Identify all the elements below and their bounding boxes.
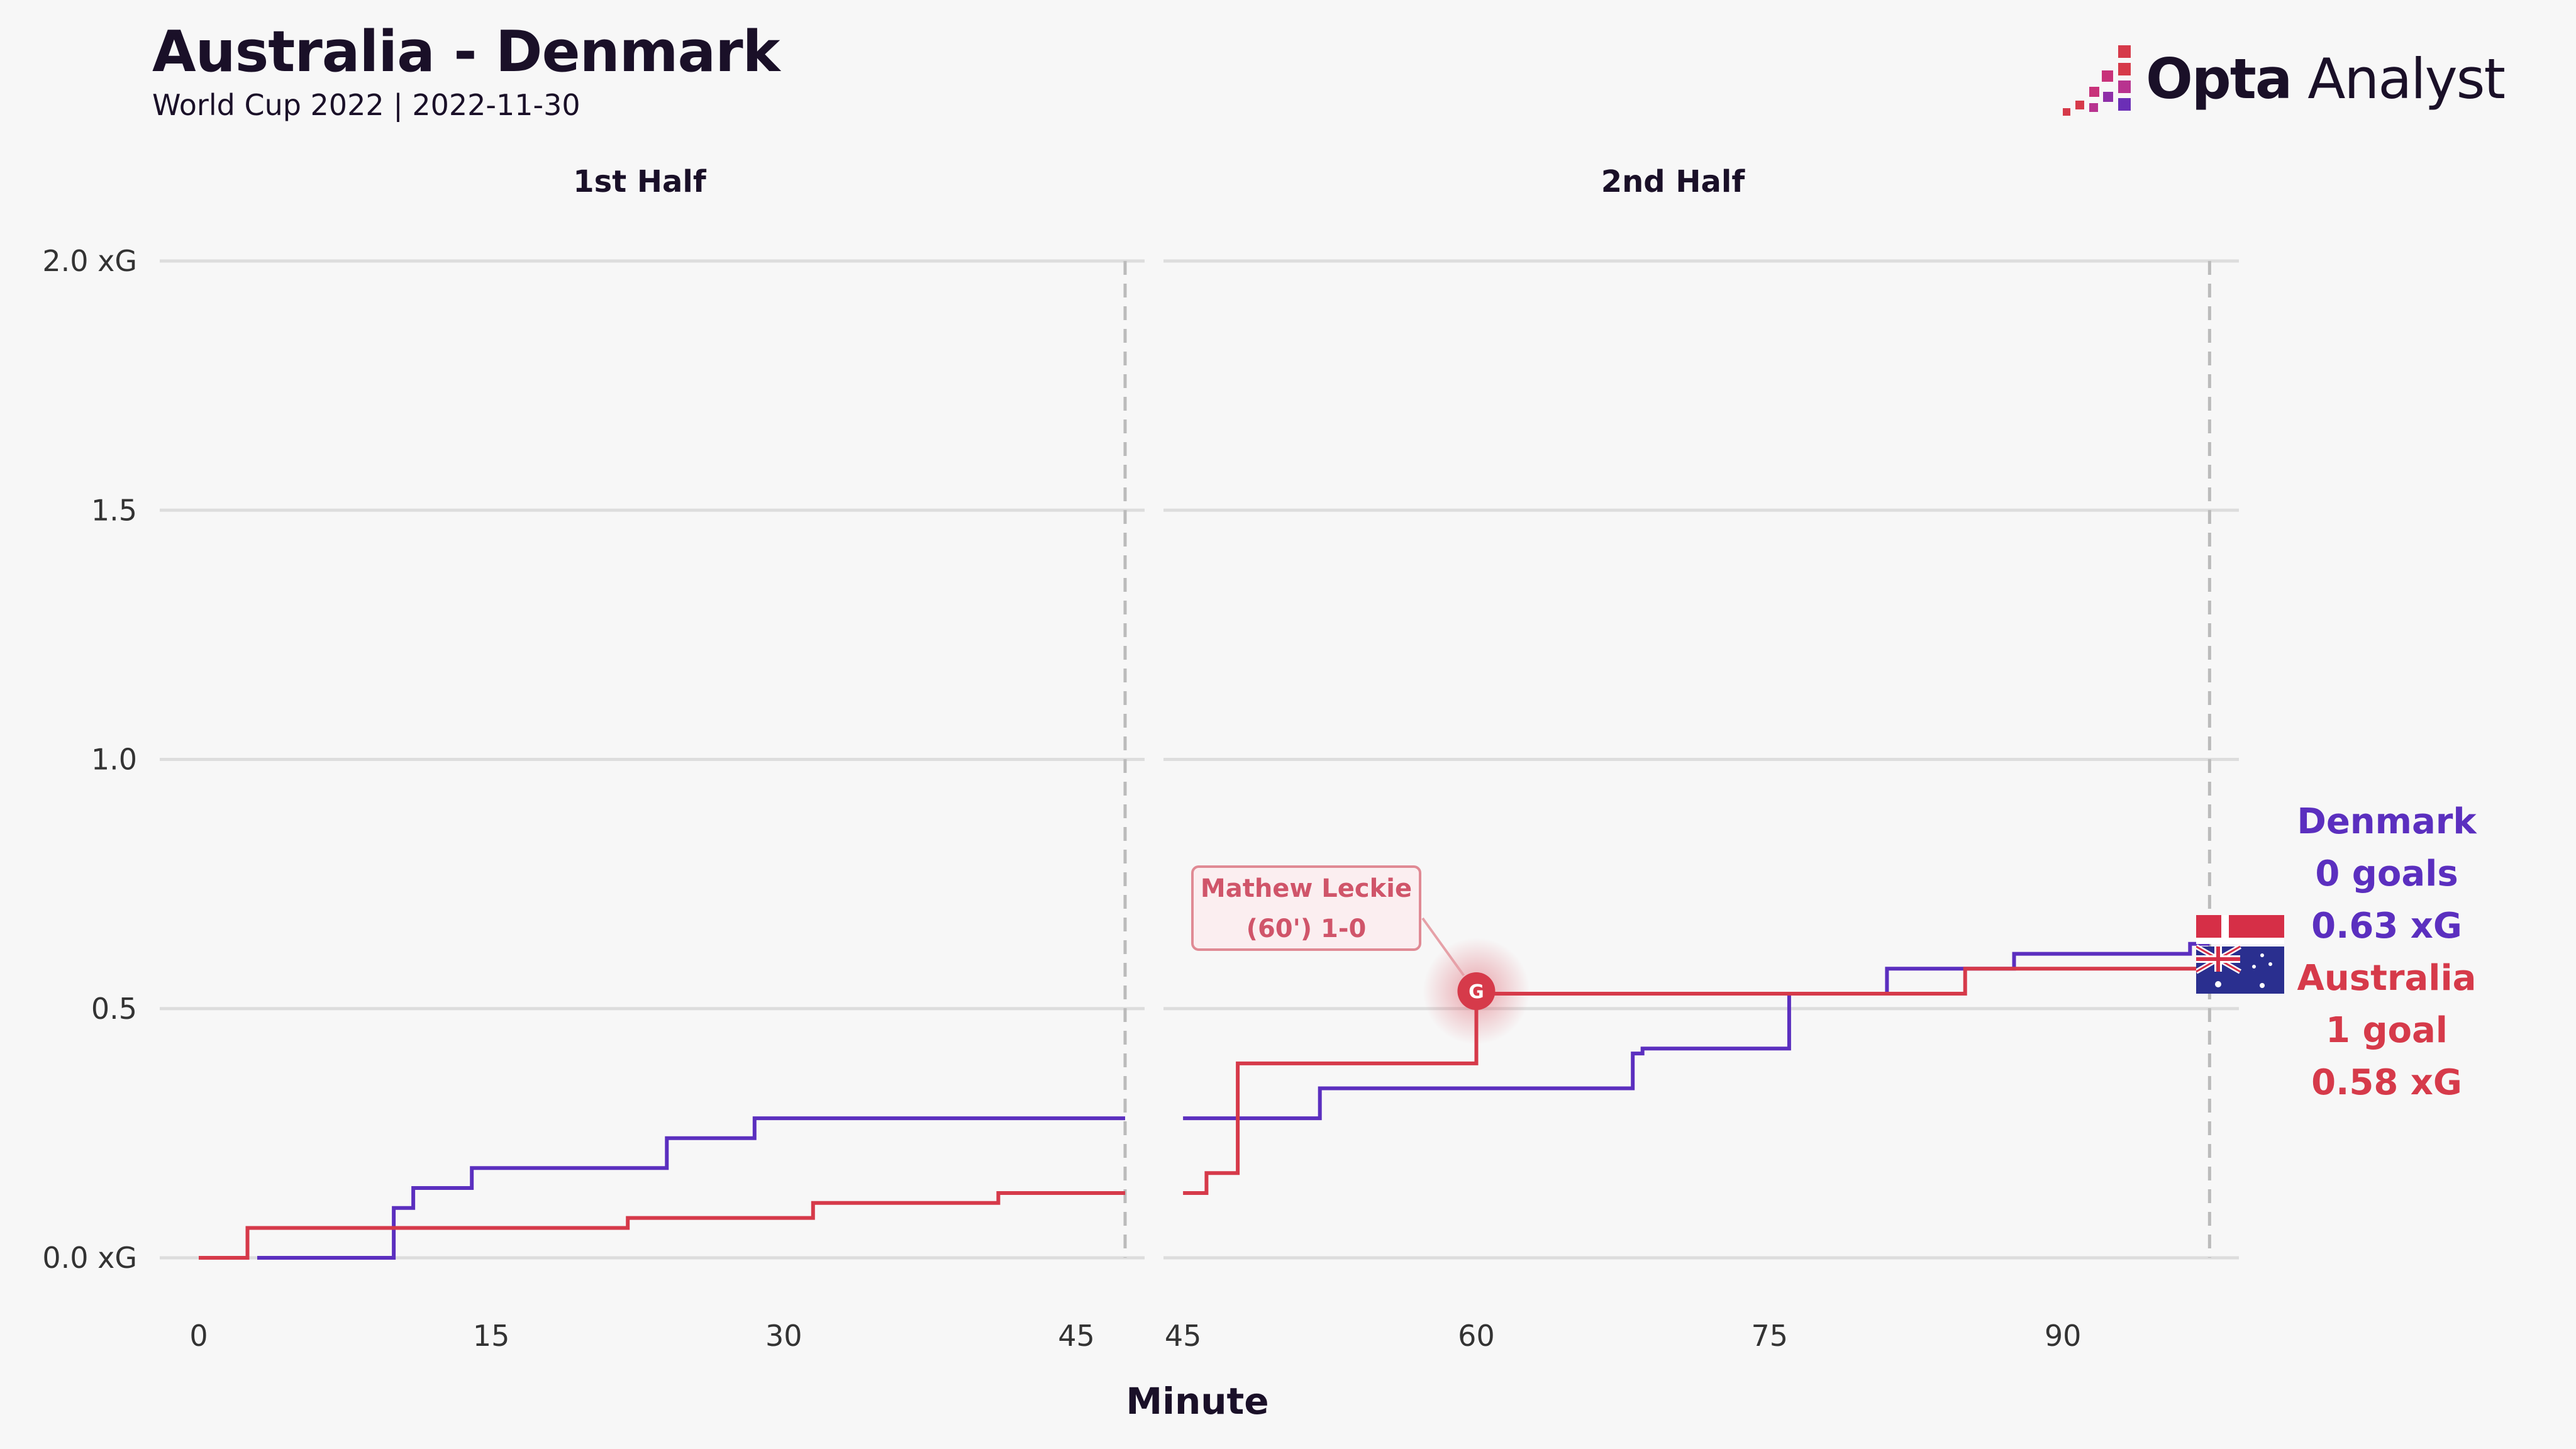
denmark-flag-icon [2196, 915, 2284, 994]
legend-denmark-team: Denmark [2297, 801, 2477, 842]
y-tick-label: 2.0 xG [42, 244, 137, 278]
annotation-box [1191, 865, 1421, 951]
x-tick-label: 45 [1165, 1319, 1202, 1353]
annotation-scorer: Mathew Leckie [1201, 874, 1412, 903]
y-tick-label: 0.0 xG [42, 1241, 137, 1275]
logo-bold-text: Opta [2146, 47, 2292, 111]
panel-title: 2nd Half [1601, 164, 1746, 199]
legend: Denmark 0 goals 0.63 xG Australia 1 goal… [2236, 796, 2538, 1109]
x-tick-label: 90 [2045, 1319, 2082, 1353]
x-tick-label: 30 [765, 1319, 802, 1353]
y-tick-label: 1.0 [91, 743, 137, 777]
x-tick-label: 0 [189, 1319, 208, 1353]
goal-marker [1457, 972, 1496, 1011]
legend-australia-team: Australia [2297, 958, 2477, 999]
annotation-leader [1421, 917, 1465, 977]
x-tick-label: 45 [1058, 1319, 1095, 1353]
logo-light-text: Analyst [2291, 47, 2506, 111]
logo-wordmark: Opta Analyst [2146, 47, 2506, 111]
opta-analyst-logo: Opta Analyst [2057, 38, 2506, 119]
chart-subtitle: World Cup 2022 | 2022-11-30 [152, 88, 580, 122]
legend-australia-goals: 1 goal [2325, 1010, 2448, 1051]
x-tick-label: 75 [1752, 1319, 1789, 1353]
series-line-denmark-second_half [1183, 941, 2210, 1121]
legend-denmark-goals: 0 goals [2315, 853, 2458, 894]
goal-marker-label: G [1468, 981, 1484, 1003]
opta-logo-icon [2063, 45, 2131, 116]
x-tick-label: 60 [1458, 1319, 1495, 1353]
y-tick-label: 1.5 [91, 493, 137, 527]
y-tick-label: 0.5 [91, 992, 137, 1026]
x-tick-label: 15 [473, 1319, 510, 1353]
series-line-australia-first_half [199, 1191, 1125, 1260]
legend-denmark-xg: 0.63 xG [2311, 906, 2462, 947]
series-line-australia-second_half [1183, 967, 2210, 1195]
legend-australia-xg: 0.58 xG [2311, 1062, 2462, 1103]
chart-title: Australia - Denmark [152, 19, 780, 85]
panel-title: 1st Half [573, 164, 707, 199]
x-axis-label: Minute [1126, 1380, 1269, 1423]
annotation-score: (60') 1-0 [1246, 914, 1367, 943]
series-line-denmark-first_half [257, 1116, 1125, 1260]
